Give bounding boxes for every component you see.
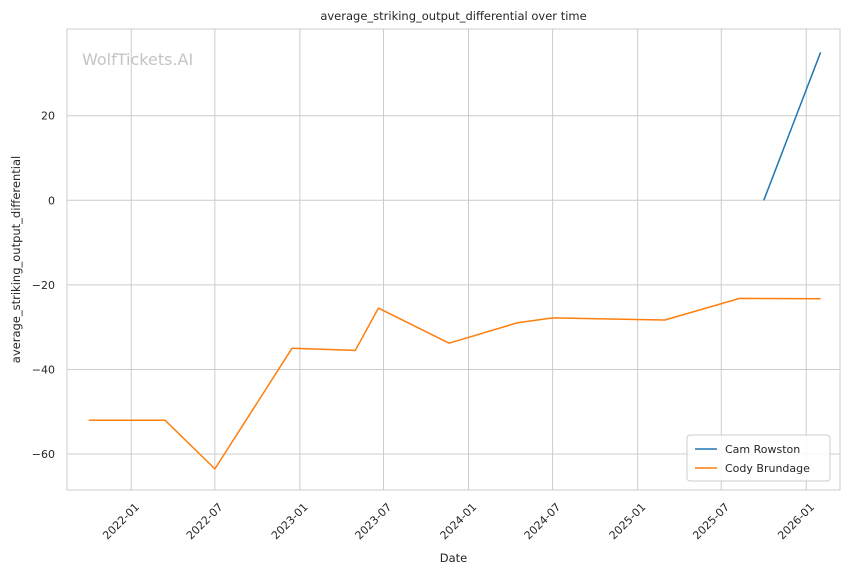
x-axis-ticks: 2022-01 2022-07 2023-01 2023-07 2024-01 2024-… — [100, 501, 817, 543]
chart-title: average_striking_output_differential ove… — [320, 9, 586, 23]
grid-lines — [67, 29, 840, 490]
legend-box — [686, 434, 831, 482]
x-tick-label: 2024-07 — [522, 501, 564, 543]
legend: Cam Rowston Cody Brundage — [686, 434, 831, 482]
y-tick-label: −40 — [32, 363, 55, 376]
plot-frame — [66, 28, 841, 491]
legend-label: Cam Rowston — [725, 443, 800, 456]
x-tick-label: 2022-01 — [100, 501, 142, 543]
y-tick-label: −20 — [32, 279, 55, 292]
x-tick-label: 2025-01 — [607, 501, 649, 543]
x-tick-label: 2023-01 — [269, 501, 311, 543]
y-axis-label: average_striking_output_differential — [9, 156, 23, 363]
x-tick-label: 2025-07 — [690, 501, 732, 543]
legend-label: Cody Brundage — [725, 462, 810, 475]
y-axis-ticks: −60 −40 −20 0 20 — [32, 110, 55, 461]
y-tick-label: 0 — [48, 194, 55, 207]
x-tick-label: 2026-01 — [775, 501, 817, 543]
watermark: WolfTickets.AI — [82, 50, 193, 69]
series-layer — [88, 52, 822, 470]
x-axis-label: Date — [440, 551, 468, 565]
series-line-cam-rowston — [763, 52, 822, 201]
x-tick-label: 2024-01 — [438, 501, 480, 543]
y-tick-label: −60 — [32, 448, 55, 461]
x-tick-label: 2022-07 — [184, 501, 226, 543]
y-tick-label: 20 — [41, 110, 55, 123]
series-line-cody-brundage — [88, 297, 821, 470]
x-tick-label: 2023-07 — [353, 501, 395, 543]
